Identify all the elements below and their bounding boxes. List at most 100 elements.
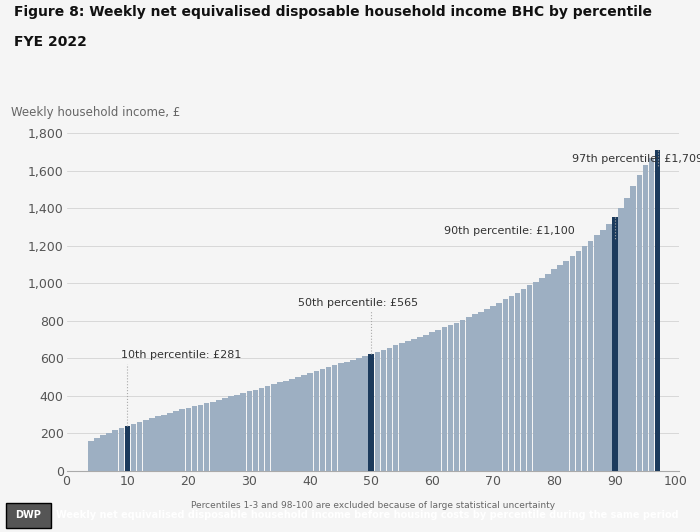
Bar (314, 371, 319, 471)
Bar (374, 352, 380, 471)
Bar (381, 350, 386, 471)
Bar (253, 390, 258, 471)
Bar (265, 386, 270, 471)
Bar (460, 320, 466, 471)
Bar (466, 317, 472, 471)
Bar (545, 274, 551, 471)
Bar (259, 388, 265, 471)
Bar (521, 289, 526, 471)
Bar (564, 261, 569, 471)
Bar (399, 343, 405, 471)
Bar (631, 187, 636, 471)
Bar (655, 150, 661, 471)
Bar (478, 312, 484, 471)
Bar (368, 354, 374, 471)
Bar (174, 411, 179, 471)
Bar (204, 403, 209, 471)
Bar (649, 159, 654, 471)
Bar (246, 392, 252, 471)
Bar (417, 337, 423, 471)
Bar (106, 433, 112, 471)
Text: 10th percentile: £281: 10th percentile: £281 (121, 350, 242, 360)
Text: Percentiles 1-3 and 98-100 are excluded because of large statistical uncertainty: Percentiles 1-3 and 98-100 are excluded … (190, 501, 555, 510)
Bar (393, 345, 398, 471)
Bar (612, 218, 618, 471)
Text: Figure 8: Weekly net equivalised disposable household income BHC by percentile: Figure 8: Weekly net equivalised disposa… (14, 5, 652, 19)
Bar (588, 240, 594, 471)
Bar (113, 430, 118, 471)
Bar (136, 422, 142, 471)
Bar (192, 406, 197, 471)
Bar (332, 365, 337, 471)
Bar (240, 393, 246, 471)
Bar (442, 327, 447, 471)
Bar (454, 322, 459, 471)
Bar (289, 379, 295, 471)
Text: 97th percentile: £1,709: 97th percentile: £1,709 (573, 154, 700, 164)
Bar (94, 438, 100, 471)
Text: Weekly net equivalised disposable household income before housing costs by perce: Weekly net equivalised disposable househ… (56, 510, 678, 520)
Bar (234, 395, 240, 471)
Bar (405, 342, 411, 471)
Bar (472, 314, 477, 471)
Bar (118, 428, 124, 471)
Bar (490, 306, 496, 471)
Bar (533, 281, 538, 471)
Bar (557, 265, 563, 471)
Bar (131, 423, 136, 471)
Bar (222, 398, 228, 471)
Bar (338, 363, 344, 471)
Bar (424, 335, 429, 471)
Bar (125, 426, 130, 471)
Bar (161, 414, 167, 471)
Text: Weekly household income, £: Weekly household income, £ (11, 106, 181, 120)
Bar (624, 198, 630, 471)
Text: DWP: DWP (15, 510, 41, 520)
Bar (350, 360, 356, 471)
Bar (302, 375, 307, 471)
FancyBboxPatch shape (6, 503, 51, 528)
Bar (496, 303, 502, 471)
Bar (503, 300, 508, 471)
Bar (570, 256, 575, 471)
Bar (307, 373, 313, 471)
Bar (527, 285, 533, 471)
Bar (594, 235, 599, 471)
Bar (448, 325, 454, 471)
Bar (514, 293, 520, 471)
Bar (283, 380, 288, 471)
Text: 50th percentile: £565: 50th percentile: £565 (298, 297, 418, 307)
Bar (143, 420, 148, 471)
Bar (149, 418, 155, 471)
Bar (186, 408, 191, 471)
Bar (295, 377, 301, 471)
Bar (88, 441, 94, 471)
Bar (326, 367, 331, 471)
Bar (575, 251, 581, 471)
Bar (216, 400, 222, 471)
Bar (100, 435, 106, 471)
Bar (411, 339, 416, 471)
Bar (643, 165, 648, 471)
Bar (618, 208, 624, 471)
Bar (509, 296, 514, 471)
Bar (582, 246, 587, 471)
Bar (344, 362, 350, 471)
Bar (210, 402, 216, 471)
Bar (179, 410, 185, 471)
Bar (600, 230, 606, 471)
Bar (271, 384, 277, 471)
Bar (435, 330, 441, 471)
Text: 90th percentile: £1,100: 90th percentile: £1,100 (444, 226, 575, 236)
Bar (320, 369, 326, 471)
Bar (386, 347, 392, 471)
Bar (198, 405, 204, 471)
Bar (167, 413, 173, 471)
Bar (155, 416, 161, 471)
Text: FYE 2022: FYE 2022 (14, 35, 87, 48)
Bar (228, 396, 234, 471)
Bar (539, 278, 545, 471)
Bar (277, 383, 283, 471)
Bar (356, 358, 362, 471)
Bar (552, 269, 557, 471)
